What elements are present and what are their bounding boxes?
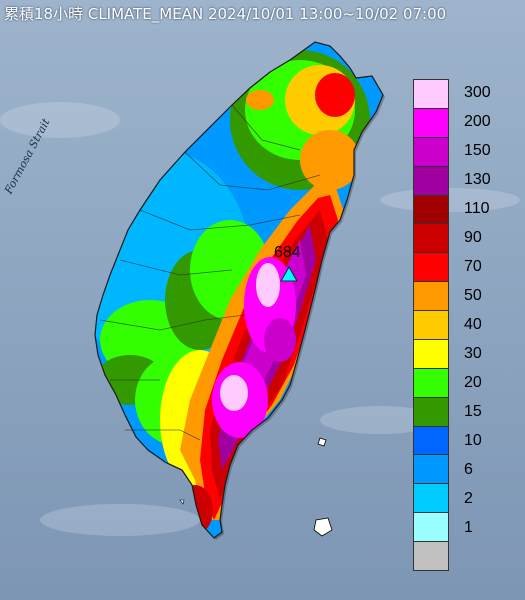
legend-swatch [414, 339, 448, 369]
legend-label: 110 [464, 200, 490, 218]
legend-swatch [414, 426, 448, 456]
legend-label: 15 [464, 402, 482, 420]
legend-swatch [414, 282, 448, 311]
legend-swatch [414, 513, 448, 542]
legend-label: 200 [464, 113, 491, 131]
legend-swatch [414, 166, 448, 196]
legend-swatch [414, 80, 448, 109]
green-island [317, 437, 327, 447]
legend-swatch [414, 484, 448, 514]
legend-swatch [414, 137, 448, 167]
peak-marker-icon [280, 265, 298, 282]
legend-swatch [414, 108, 448, 138]
legend-swatch [414, 455, 448, 485]
legend-label: 70 [464, 258, 482, 276]
legend-label: 300 [464, 84, 491, 102]
legend-swatch [414, 253, 448, 283]
legend-swatch [414, 368, 448, 398]
legend-colorbar [413, 79, 449, 571]
legend-label: 20 [464, 373, 482, 391]
liuqiu-island [179, 499, 185, 505]
map-title: 累積18小時 CLIMATE_MEAN 2024/10/01 13:00~10/… [4, 5, 447, 23]
legend-label [464, 542, 491, 571]
county-borders [99, 104, 321, 441]
legend-label: 6 [464, 460, 473, 478]
legend-swatch [414, 397, 448, 427]
island-outline [94, 41, 384, 539]
legend-label: 150 [464, 142, 491, 160]
legend-labels: 300 200 150 130 110 90 70 50 40 30 20 15 10 6 2 1 [464, 79, 491, 571]
legend-label: 40 [464, 315, 482, 333]
legend-swatch [414, 195, 448, 225]
peak-value-label: 684 [274, 244, 301, 261]
legend-label: 30 [464, 344, 482, 362]
legend-label: 2 [464, 489, 473, 507]
legend-swatch [414, 311, 448, 340]
legend-label: 10 [464, 431, 482, 449]
legend-swatch [414, 224, 448, 254]
legend-label: 50 [464, 287, 482, 305]
legend-label: 90 [464, 229, 482, 247]
legend-label: 130 [464, 171, 491, 189]
legend-swatch [414, 542, 448, 570]
legend-label: 1 [464, 518, 473, 536]
orchid-island [313, 517, 333, 537]
